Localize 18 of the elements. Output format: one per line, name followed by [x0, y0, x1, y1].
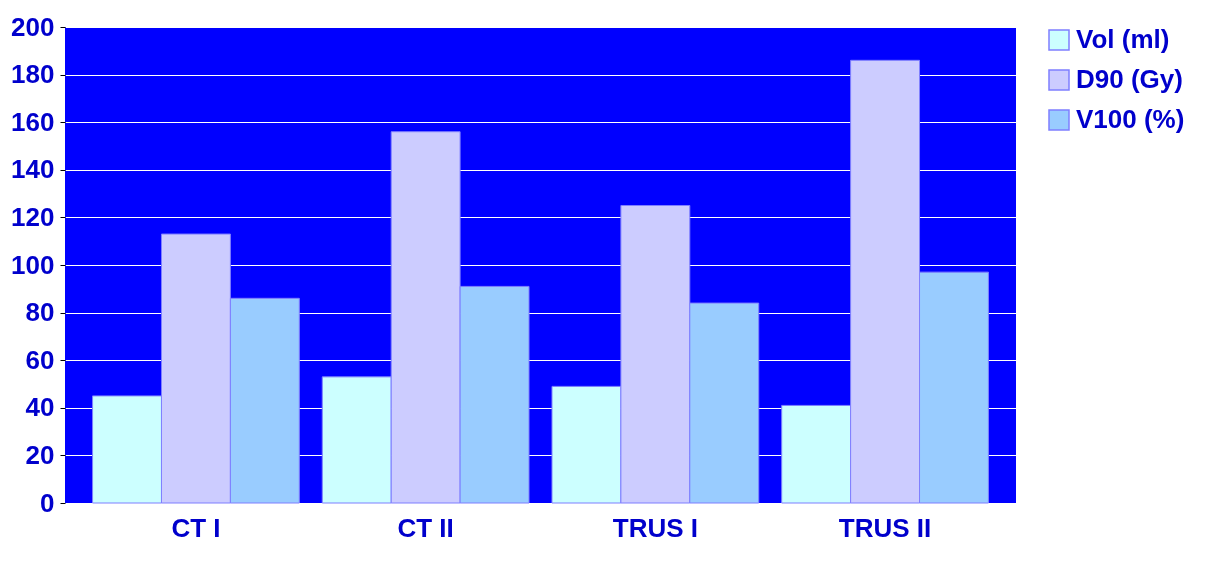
y-tick-label: 20: [25, 439, 55, 470]
y-tick-label: 60: [25, 344, 55, 375]
y-tick-label: 80: [25, 297, 55, 328]
x-tick-label: TRUS II: [838, 512, 932, 543]
y-tick-label: 180: [11, 59, 55, 90]
y-tick-label: 100: [11, 249, 55, 280]
legend-label: Vol (ml): [1076, 24, 1170, 54]
y-tick-label: 0: [40, 487, 55, 518]
legend-label: V100 (%): [1076, 104, 1185, 134]
y-tick-label: 40: [25, 392, 55, 423]
legend-label: D90 (Gy): [1076, 64, 1183, 94]
y-tick-label: 200: [11, 11, 55, 42]
y-tick-label: 160: [11, 106, 55, 137]
x-tick-label: CT II: [397, 512, 454, 543]
x-tick-label: TRUS I: [612, 512, 698, 543]
x-tick-label: CT I: [171, 512, 221, 543]
y-tick-label: 140: [11, 154, 55, 185]
y-tick-label: 120: [11, 201, 55, 232]
